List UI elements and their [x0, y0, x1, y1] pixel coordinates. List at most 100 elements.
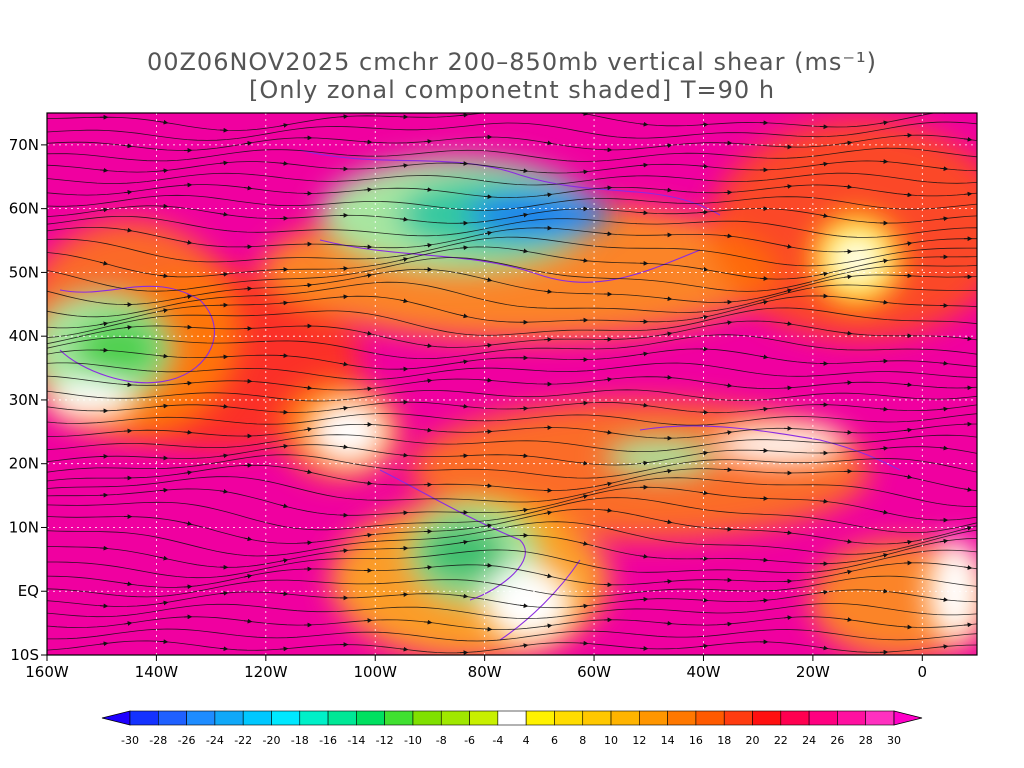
streamline-35 — [47, 521, 977, 557]
contour-line-0 — [299, 149, 721, 216]
stream-arrow-83 — [603, 231, 613, 237]
stream-arrow-269 — [963, 525, 973, 531]
stream-arrow-59 — [963, 191, 973, 197]
stream-arrow-100 — [699, 266, 709, 272]
colorbar-swatch — [610, 710, 640, 726]
stream-arrow-74 — [939, 216, 949, 222]
colorbar-swatch — [214, 710, 244, 726]
stream-arrow-17 — [243, 140, 253, 146]
colorbar-low-arrow — [101, 710, 131, 726]
stream-arrow-50 — [423, 187, 433, 192]
stream-arrow-38 — [579, 169, 589, 175]
colorbar-swatch — [356, 710, 385, 726]
x-axis: 160W 140W 120W 100W 80W 60W 40W 20W 0 — [25, 655, 927, 681]
stream-arrow-307 — [519, 603, 529, 609]
stream-arrow-37 — [519, 168, 529, 174]
colorbar-swatch — [242, 710, 272, 726]
colorbar-swatch — [582, 710, 612, 726]
colorbar-label: -6 — [464, 734, 475, 747]
shading-region-11 — [309, 399, 387, 464]
stream-arrow-285 — [123, 581, 133, 587]
stream-arrow-88 — [903, 241, 913, 246]
stream-arrow-98 — [579, 258, 589, 263]
stream-arrow-248 — [579, 494, 589, 499]
stream-arrow-283 — [879, 553, 889, 558]
streamline-42 — [47, 616, 977, 630]
stream-arrow-144 — [663, 331, 673, 337]
colorbar-label: -18 — [291, 734, 309, 747]
stream-arrow-60 — [99, 207, 109, 213]
stream-arrow-76 — [183, 240, 193, 245]
stream-arrow-40 — [699, 163, 709, 169]
stream-arrow-302 — [219, 590, 229, 596]
streamline-38 — [47, 562, 977, 588]
stream-arrow-161 — [759, 354, 769, 360]
streamline-34 — [47, 508, 977, 545]
streamline-30 — [47, 464, 977, 492]
plot-area — [47, 113, 977, 655]
map-title-line1: 00Z06NOV2025 cmchr 200–850mb vertical sh… — [146, 48, 878, 76]
stream-arrow-121 — [159, 308, 169, 313]
streamline-15 — [47, 281, 977, 318]
stream-arrow-47 — [243, 185, 253, 191]
stream-arrow-205 — [723, 430, 733, 435]
stream-arrow-6 — [459, 113, 469, 118]
stream-arrow-233 — [603, 481, 613, 487]
streamline-25 — [47, 413, 977, 426]
streamline-21 — [47, 362, 977, 381]
stream-arrow-86 — [783, 244, 793, 249]
x-tick-label: 20W — [796, 663, 830, 681]
stream-arrow-33 — [279, 160, 289, 166]
y-tick-label: 20N — [9, 455, 39, 473]
stream-arrow-340 — [699, 643, 709, 649]
stream-arrow-15 — [123, 143, 133, 149]
colorbar-swatch — [412, 710, 442, 726]
y-tick-label: 40N — [9, 327, 39, 345]
stream-arrow-290 — [423, 565, 433, 570]
colorbar-label: 14 — [661, 734, 675, 747]
streamline-39 — [47, 575, 977, 598]
stream-arrow-164 — [939, 360, 949, 366]
colorbar-label: -22 — [234, 734, 252, 747]
stream-arrow-247 — [519, 507, 529, 513]
x-tick-label: 120W — [244, 663, 288, 681]
stream-arrow-193 — [879, 406, 889, 412]
stream-arrow-268 — [903, 539, 913, 545]
streamline-19 — [47, 334, 977, 360]
stream-arrow-29 — [963, 136, 973, 142]
colorbar-label: -28 — [149, 734, 167, 747]
stream-arrow-228 — [303, 469, 313, 475]
stream-arrow-62 — [219, 211, 229, 217]
stream-arrow-344 — [939, 644, 949, 650]
stream-arrow-123 — [279, 300, 289, 306]
stream-arrow-335 — [399, 646, 409, 652]
streamline-31 — [47, 476, 977, 507]
stream-arrow-112 — [543, 289, 553, 294]
stream-arrow-220 — [699, 450, 709, 456]
stream-arrow-306 — [459, 593, 469, 599]
streamline-8 — [47, 205, 977, 224]
stream-arrow-45 — [123, 189, 133, 195]
streamline-7 — [47, 194, 977, 211]
stream-arrow-329 — [963, 622, 973, 628]
stream-arrow-168 — [303, 385, 313, 391]
streamline-3 — [47, 147, 977, 162]
stream-arrow-198 — [303, 427, 313, 432]
stream-arrow-252 — [819, 498, 829, 504]
colorbar-label: -30 — [121, 734, 139, 747]
colorbar-swatch — [271, 710, 301, 726]
streamline-13 — [47, 257, 977, 292]
colorbar-swatch — [695, 710, 725, 726]
colorbar-label: 22 — [774, 734, 788, 747]
colorbar-swatch — [808, 710, 838, 726]
colorbar-high-arrow — [893, 710, 923, 726]
stream-arrow-42 — [819, 161, 829, 167]
colorbar-swatch — [440, 710, 470, 726]
streamline-12 — [47, 246, 977, 280]
stream-arrow-44 — [939, 166, 949, 172]
stream-arrow-322 — [543, 623, 553, 629]
y-tick-label: 70N — [9, 136, 39, 154]
streamline-17 — [47, 307, 977, 339]
streamline-6 — [47, 184, 977, 199]
